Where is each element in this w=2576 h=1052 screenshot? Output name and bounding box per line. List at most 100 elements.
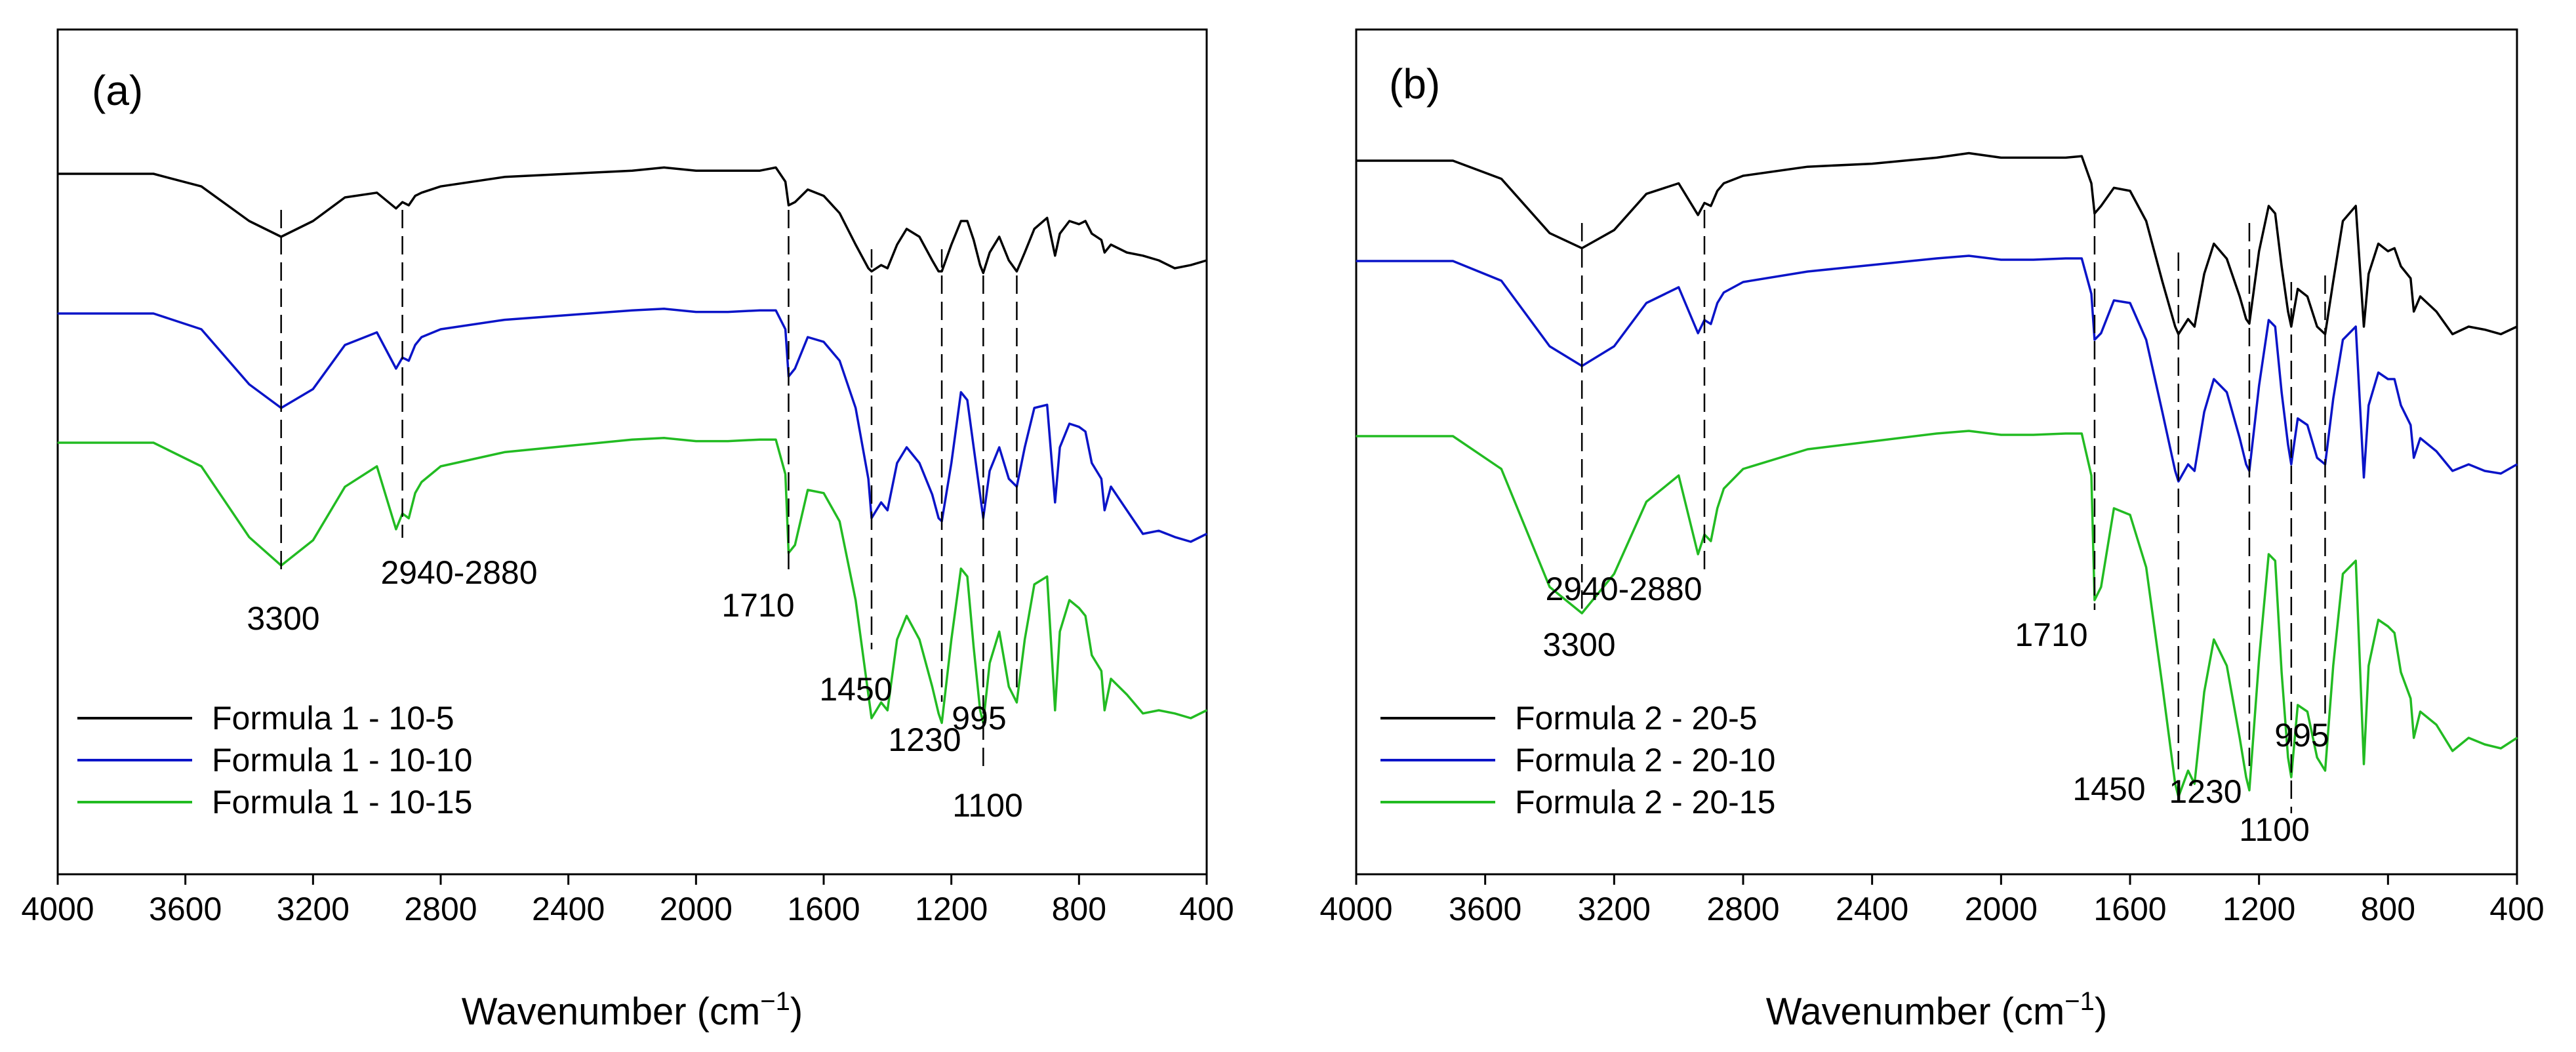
data-point: [1500, 178, 1502, 180]
data-point: [2239, 437, 2240, 439]
data-point: [2368, 273, 2369, 275]
data-point: [1871, 163, 1873, 165]
data-point: [395, 368, 397, 369]
data-point: [1452, 260, 1454, 262]
data-point: [2500, 748, 2502, 749]
data-point: [376, 192, 378, 193]
data-point: [2178, 481, 2179, 482]
data-point: [2297, 288, 2299, 290]
data-point: [1008, 478, 1010, 479]
peak-label: 2940-2880: [1545, 571, 1702, 607]
data-point: [2064, 433, 2066, 434]
data-point: [2113, 300, 2115, 301]
data-point: [344, 486, 346, 487]
data-point: [979, 710, 981, 711]
data-point: [960, 392, 962, 393]
data-point: [2226, 392, 2228, 393]
data-point: [1613, 346, 1615, 347]
data-point: [2000, 157, 2002, 159]
data-point: [2394, 632, 2395, 634]
data-point: [2368, 405, 2369, 406]
x-tick-label: 2400: [1836, 891, 1908, 927]
data-point: [2129, 190, 2131, 192]
x-tick-label: 2000: [660, 891, 733, 927]
data-point: [2363, 763, 2365, 765]
data-point: [2113, 508, 2115, 509]
data-point: [950, 639, 952, 640]
data-point: [938, 713, 939, 714]
data-point: [2400, 672, 2402, 673]
data-point: [1697, 214, 1699, 216]
data-point: [1871, 264, 1873, 266]
data-point: [376, 466, 378, 467]
data-point: [1016, 271, 1018, 272]
x-tick-label: 2000: [1965, 891, 2038, 927]
data-point: [998, 447, 1000, 448]
data-point: [989, 662, 990, 664]
data-point: [2091, 475, 2092, 476]
data-point: [979, 494, 981, 495]
data-point: [868, 694, 869, 695]
data-point: [855, 407, 856, 409]
data-point: [1549, 346, 1550, 347]
data-point: [941, 271, 942, 272]
peak-label: 1450: [2072, 771, 2145, 807]
data-point: [989, 470, 990, 472]
data-point: [1034, 584, 1035, 585]
data-point: [1697, 554, 1699, 555]
x-tick-label: 800: [2361, 891, 2415, 927]
data-point: [1710, 540, 1712, 542]
data-point: [906, 447, 908, 448]
data-point: [2162, 685, 2163, 686]
data-point: [408, 517, 410, 519]
x-tick-label: 1200: [915, 891, 988, 927]
data-point: [2400, 405, 2402, 406]
data-point: [2258, 385, 2260, 386]
data-point: [2281, 392, 2282, 393]
data-point: [1055, 255, 1056, 256]
data-point: [2175, 326, 2176, 327]
data-point: [1581, 247, 1582, 249]
data-point: [998, 236, 1000, 237]
data-point: [2000, 259, 2002, 260]
data-point: [2194, 783, 2196, 784]
data-point: [2316, 757, 2318, 758]
data-point: [794, 201, 795, 203]
data-point: [855, 244, 856, 245]
data-point: [1034, 407, 1035, 409]
data-point: [2451, 333, 2453, 335]
data-point: [906, 615, 908, 617]
data-point: [1024, 252, 1026, 253]
series-line: [58, 437, 1207, 724]
data-point: [504, 319, 506, 321]
data-point: [2274, 326, 2276, 327]
data-point: [807, 489, 809, 491]
data-point: [1085, 615, 1086, 617]
data-point: [1104, 710, 1106, 711]
x-tick-label: 2400: [532, 891, 605, 927]
data-point: [2394, 247, 2395, 249]
data-point: [855, 599, 856, 601]
data-point: [1158, 710, 1159, 711]
data-point: [967, 576, 968, 577]
data-point: [153, 313, 154, 314]
data-point: [567, 173, 569, 174]
spectra: [1356, 152, 2518, 798]
data-point: [1697, 333, 1699, 334]
data-point: [1500, 280, 1502, 281]
data-point: [1716, 508, 1718, 509]
peak-label: 3300: [1542, 626, 1615, 663]
data-point: [1126, 252, 1128, 253]
data-point: [2419, 437, 2421, 439]
data-point: [982, 272, 984, 274]
data-point: [1807, 166, 1809, 167]
data-point: [2032, 434, 2034, 435]
data-point: [1126, 510, 1128, 511]
x-axis-label: Wavenumber (cm−1): [462, 987, 803, 1033]
data-point: [2306, 711, 2308, 712]
series-line: [1356, 152, 2518, 336]
data-point: [2129, 302, 2131, 304]
data-point: [794, 544, 795, 546]
data-point: [153, 442, 154, 443]
data-point: [1174, 268, 1176, 269]
